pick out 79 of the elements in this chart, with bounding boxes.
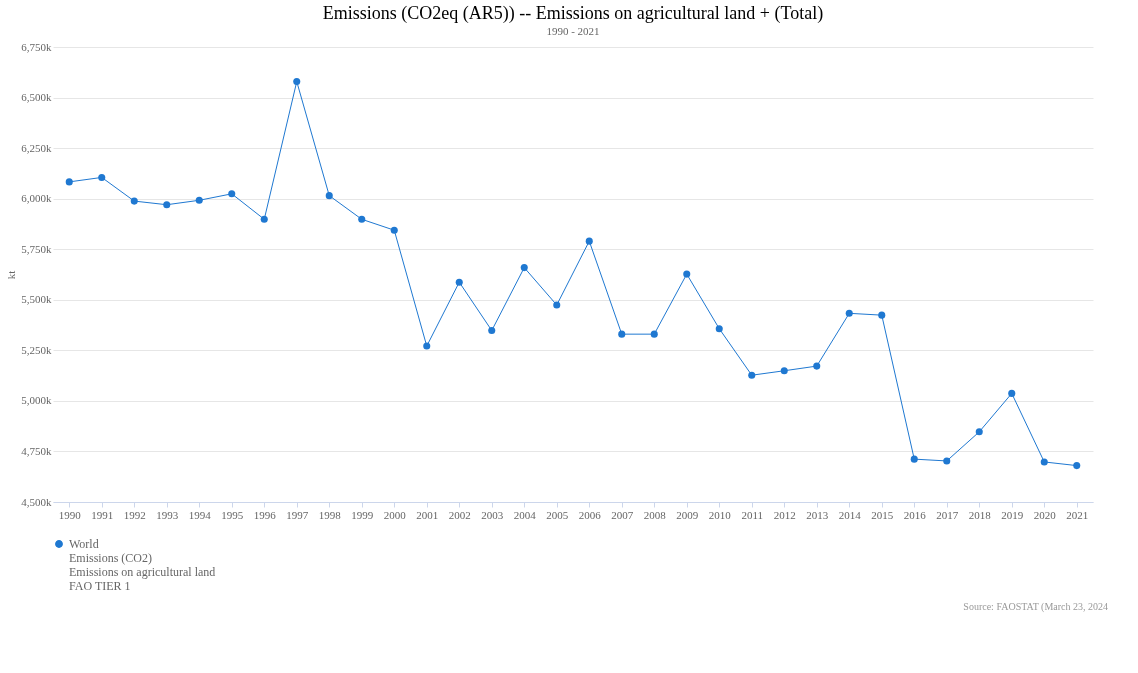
point (293, 78, 301, 86)
y-tick-label: 5,000k (21, 394, 52, 407)
point (325, 192, 333, 200)
point (195, 196, 203, 204)
x-tick-label: 2019 (1001, 508, 1024, 521)
point (520, 264, 528, 272)
x-tick-label: 2005 (546, 508, 569, 521)
x-tick-label: 2018 (968, 508, 992, 521)
point (98, 173, 106, 181)
point (878, 311, 886, 319)
point (910, 455, 918, 463)
point (585, 237, 593, 245)
x-tick-label: 2017 (936, 508, 959, 521)
point (683, 270, 691, 278)
x-tick-label: 2012 (773, 508, 796, 521)
x-tick-label: 2001 (416, 508, 439, 521)
point (455, 278, 463, 286)
point (943, 457, 951, 465)
point (748, 371, 756, 379)
point (1040, 458, 1048, 466)
y-tick-label: 6,750k (21, 40, 52, 53)
x-tick-label: 1990 (58, 508, 82, 521)
point (845, 309, 853, 317)
y-tick-label: 6,250k (21, 141, 52, 154)
y-tick-label: 4,500k (21, 495, 52, 508)
x-tick-label: 1999 (351, 508, 374, 521)
chart-subtitle: 1990 - 2021 (546, 25, 600, 37)
y-axis-title: kt (5, 270, 18, 280)
x-tick-label: 2016 (903, 508, 927, 521)
source-note: Source: FAOSTAT (March 23, 2024 (963, 601, 1108, 613)
point (618, 330, 626, 338)
x-tick-label: 2010 (708, 508, 732, 521)
point (1073, 462, 1081, 470)
x-tick-label: 2000 (383, 508, 407, 521)
x-tick-label: 1992 (123, 508, 146, 521)
legend-label: World Emissions (CO2) Emissions on agricultural land FAO TIER 1 (69, 537, 216, 593)
point (488, 326, 496, 335)
y-tick-label: 4,750k (21, 444, 52, 457)
y-tick-label: 5,750k (21, 242, 52, 255)
point (163, 201, 171, 209)
point (65, 178, 73, 186)
x-tick-label: 1998 (318, 508, 342, 521)
x-tick-label: 2007 (611, 508, 634, 521)
x-tick-label: 2015 (871, 508, 894, 521)
point (228, 190, 236, 198)
point (975, 428, 983, 436)
x-tick-label: 2020 (1033, 508, 1057, 521)
point (813, 362, 821, 370)
y-tick-label: 5,250k (21, 343, 52, 356)
point (130, 197, 138, 205)
x-tick-label: 1995 (221, 508, 244, 521)
y-tick-label: 6,000k (21, 192, 52, 205)
y-tick-label: 5,500k (21, 293, 52, 306)
x-tick-label: 2008 (643, 508, 667, 521)
x-tick-label: 2006 (578, 508, 602, 521)
x-tick-label: 1996 (253, 508, 277, 521)
point (553, 301, 561, 309)
point (260, 215, 268, 223)
x-tick-label: 1994 (188, 508, 212, 521)
x-tick-label: 2014 (838, 508, 862, 521)
x-tick-label: 2004 (513, 508, 537, 521)
point (715, 325, 723, 333)
x-tick-label: 2002 (448, 508, 471, 521)
x-tick-label: 2021 (1066, 508, 1089, 521)
point (1008, 389, 1016, 397)
y-tick-label: 6,500k (21, 91, 52, 104)
x-tick-label: 1993 (156, 508, 179, 521)
point (423, 342, 431, 350)
chart-title: Emissions (CO2eq (AR5)) -- Emissions on agricultural land + (Total) (322, 3, 824, 24)
point (358, 215, 366, 223)
x-tick-label: 1997 (286, 508, 309, 521)
point (390, 226, 398, 234)
x-tick-label: 2009 (676, 508, 699, 521)
x-tick-label: 2003 (481, 508, 504, 521)
point (780, 367, 788, 375)
x-tick-label: 2013 (806, 508, 829, 521)
point (650, 330, 658, 338)
x-tick-label: 2011 (741, 508, 764, 521)
x-tick-label: 1991 (91, 508, 114, 521)
